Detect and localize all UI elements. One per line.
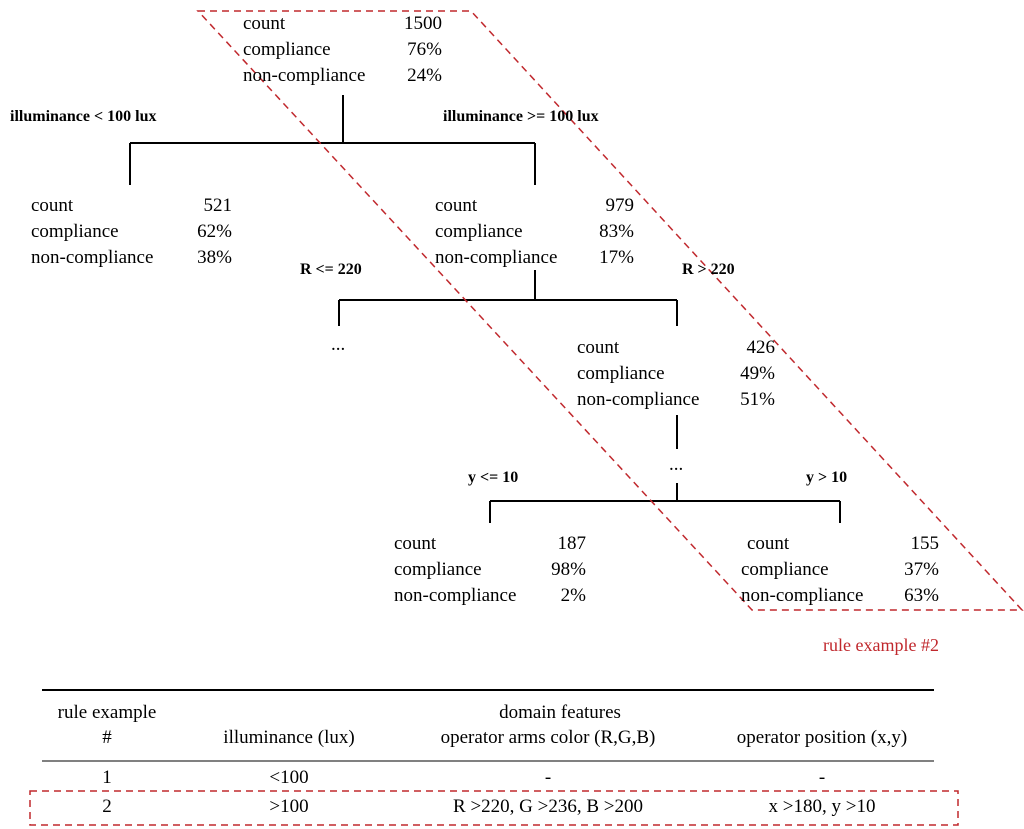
node-value: 83% <box>599 221 634 242</box>
table-header-illuminance: illuminance (lux) <box>223 727 355 748</box>
edge-r-le: R <= 220 <box>300 261 362 278</box>
node-label: count <box>747 533 790 554</box>
node-value: 155 <box>910 533 940 554</box>
table-cell-rule: 2 <box>102 796 112 817</box>
node-value: 1500 <box>404 13 442 34</box>
table-cell-illuminance: <100 <box>269 767 309 788</box>
table-cell-position: - <box>818 767 826 788</box>
edge-r-gt: R > 220 <box>682 261 735 278</box>
node-label: compliance <box>243 39 331 60</box>
node-label: compliance <box>741 559 829 580</box>
node-label: compliance <box>577 363 665 384</box>
node-value: 187 <box>557 533 587 554</box>
node-illum-lt-100: count 521 compliance 62% non-compliance 38% <box>31 193 232 271</box>
node-label: count <box>577 337 620 358</box>
node-label: compliance <box>394 559 482 580</box>
node-label: compliance <box>31 221 119 242</box>
node-label: non-compliance <box>243 65 366 86</box>
node-value: 63% <box>904 585 939 606</box>
node-r-gt-220: count 426 compliance 49% non-compliance 51% <box>577 335 775 413</box>
node-value: 49% <box>740 363 775 384</box>
ellipsis-r-gt: ... <box>669 454 684 475</box>
node-label: non-compliance <box>31 247 154 268</box>
node-label: non-compliance <box>577 389 700 410</box>
node-y-le-10: count 187 compliance 98% non-compliance 2% <box>394 531 586 609</box>
table-header-rule-example: rule example <box>57 702 157 723</box>
table-cell-position: x >180, y >10 <box>768 796 876 817</box>
table-cell-arms-color: - <box>544 767 552 788</box>
node-label: count <box>435 195 478 216</box>
table-header-position: operator position (x,y) <box>736 727 908 748</box>
node-value: 426 <box>746 337 776 358</box>
node-value: 24% <box>407 65 442 86</box>
node-value: 76% <box>407 39 442 60</box>
node-value: 51% <box>740 389 775 410</box>
ellipsis-r-le: ... <box>331 334 346 355</box>
node-value: 17% <box>599 247 634 268</box>
node-label: compliance <box>435 221 523 242</box>
node-value: 37% <box>904 559 939 580</box>
node-root: count 1500 compliance 76% non-compliance 24… <box>243 11 442 89</box>
node-illum-ge-100: count 979 compliance 83% non-compliance 17% <box>435 193 634 271</box>
node-value: 2% <box>560 585 586 606</box>
node-label: non-compliance <box>435 247 558 268</box>
node-value: 98% <box>551 559 586 580</box>
node-value: 62% <box>197 221 232 242</box>
table-header-domain-features: domain features <box>499 702 621 723</box>
node-label: non-compliance <box>741 585 864 606</box>
node-value: 38% <box>197 247 232 268</box>
node-value: 521 <box>203 195 233 216</box>
node-label: count <box>243 13 286 34</box>
table-cell-arms-color: R >220, G >236, B >200 <box>453 796 643 817</box>
node-y-gt-10: count 155 compliance 37% non-compliance 63% <box>741 531 939 609</box>
rule-example-label: rule example #2 <box>823 635 939 655</box>
edge-illuminance-ge: illuminance >= 100 lux <box>443 108 599 125</box>
edge-y-gt: y > 10 <box>806 469 848 486</box>
node-label: count <box>31 195 74 216</box>
node-label: non-compliance <box>394 585 517 606</box>
node-value: 979 <box>605 195 635 216</box>
edge-illuminance-lt: illuminance < 100 lux <box>10 108 157 125</box>
table-cell-rule: 1 <box>102 767 112 788</box>
table-cell-illuminance: >100 <box>269 796 309 817</box>
edge-y-le: y <= 10 <box>468 469 519 486</box>
rule-2-highlight-path <box>196 10 1024 611</box>
node-label: count <box>394 533 437 554</box>
table-header-arms-color: operator arms color (R,G,B) <box>440 727 656 748</box>
table-header-rule-number: # <box>102 727 112 748</box>
